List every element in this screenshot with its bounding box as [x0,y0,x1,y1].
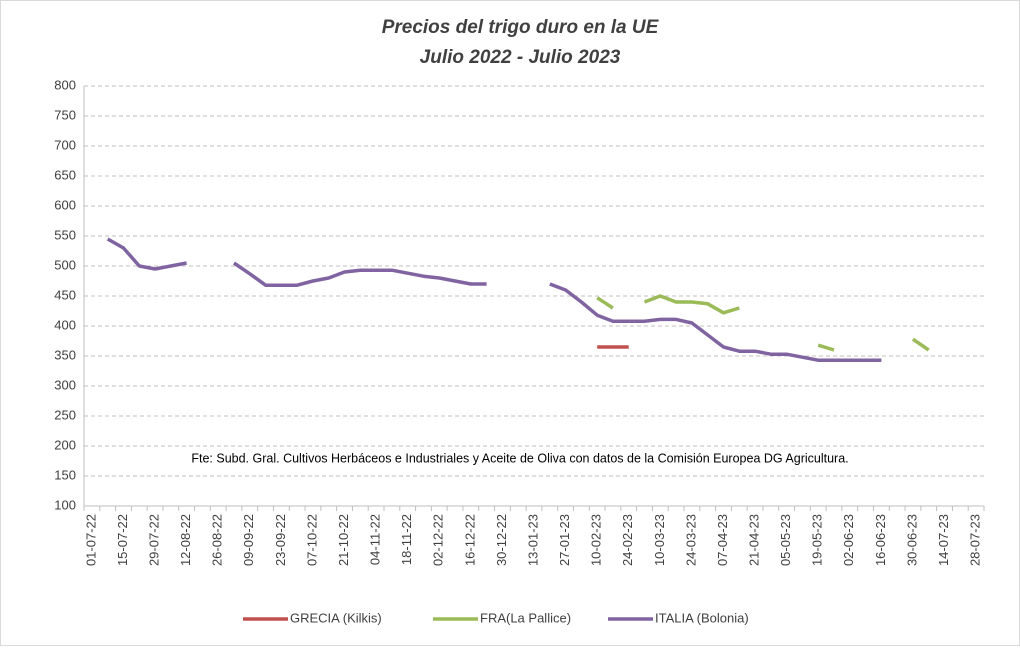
y-tick-label: 150 [54,467,76,482]
x-tick-label: 26-08-22 [210,514,225,566]
legend-item: GRECIA (Kilkis) [243,610,382,625]
y-tick-label: 500 [54,257,76,272]
x-tick-label: 18-11-22 [399,514,414,565]
legend-item: ITALIA (Bolonia) [608,610,749,625]
x-tick-label: 05-05-23 [778,514,793,566]
x-tick-label: 13-01-23 [525,514,540,566]
y-tick-label: 400 [54,317,76,332]
x-tick-label: 27-01-23 [557,514,572,566]
x-tick-label: 07-10-22 [304,514,319,566]
y-tick-label: 350 [54,347,76,362]
x-tick-label: 14-07-23 [936,514,951,566]
x-tick-label: 07-04-23 [715,514,730,566]
x-tick-label: 15-07-22 [115,514,130,566]
chart-subtitle: Julio 2022 - Julio 2023 [420,47,621,68]
x-tick-label: 30-06-23 [904,514,919,566]
legend-label: ITALIA (Bolonia) [655,610,749,625]
x-tick-label: 21-10-22 [336,514,351,566]
y-tick-label: 100 [54,497,76,512]
source-note: Fte: Subd. Gral. Cultivos Herbáceos e In… [191,451,848,465]
y-tick-label: 250 [54,407,76,422]
x-tick-label: 24-02-23 [620,514,635,566]
x-tick-label: 10-03-23 [652,514,667,566]
x-tick-label: 02-06-23 [841,514,856,566]
x-tick-label: 21-04-23 [746,514,761,566]
y-tick-label: 750 [54,107,76,122]
legend-label: GRECIA (Kilkis) [290,610,382,625]
y-tick-label: 550 [54,227,76,242]
x-tick-label: 16-06-23 [873,514,888,566]
x-tick-label: 10-02-23 [589,514,604,566]
y-tick-label: 700 [54,137,76,152]
series-line [106,237,882,362]
x-tick-label: 04-11-22 [368,514,383,565]
x-tick-label: 30-12-22 [494,514,509,566]
x-tick-label: 01-07-22 [83,514,98,566]
x-tick-label: 24-03-23 [683,514,698,566]
chart-title: Precios del trigo duro en la UE [382,17,660,38]
y-tick-label: 450 [54,287,76,302]
x-tick-label: 12-08-22 [178,514,193,566]
x-tick-label: 16-12-22 [462,514,477,566]
x-tick-label: 19-05-23 [810,514,825,566]
y-tick-label: 300 [54,377,76,392]
x-tick-label: 29-07-22 [146,514,161,566]
x-tick-label: 28-07-23 [968,514,983,566]
series-line [596,294,930,352]
x-tick-label: 09-09-22 [241,514,256,566]
x-tick-label: 02-12-22 [431,514,446,566]
legend-label: FRA(La Pallice) [480,610,571,625]
y-tick-label: 650 [54,167,76,182]
legend-item: FRA(La Pallice) [433,610,571,625]
y-tick-label: 600 [54,197,76,212]
y-tick-label: 200 [54,437,76,452]
y-tick-label: 800 [54,77,76,92]
x-tick-label: 23-09-22 [273,514,288,566]
